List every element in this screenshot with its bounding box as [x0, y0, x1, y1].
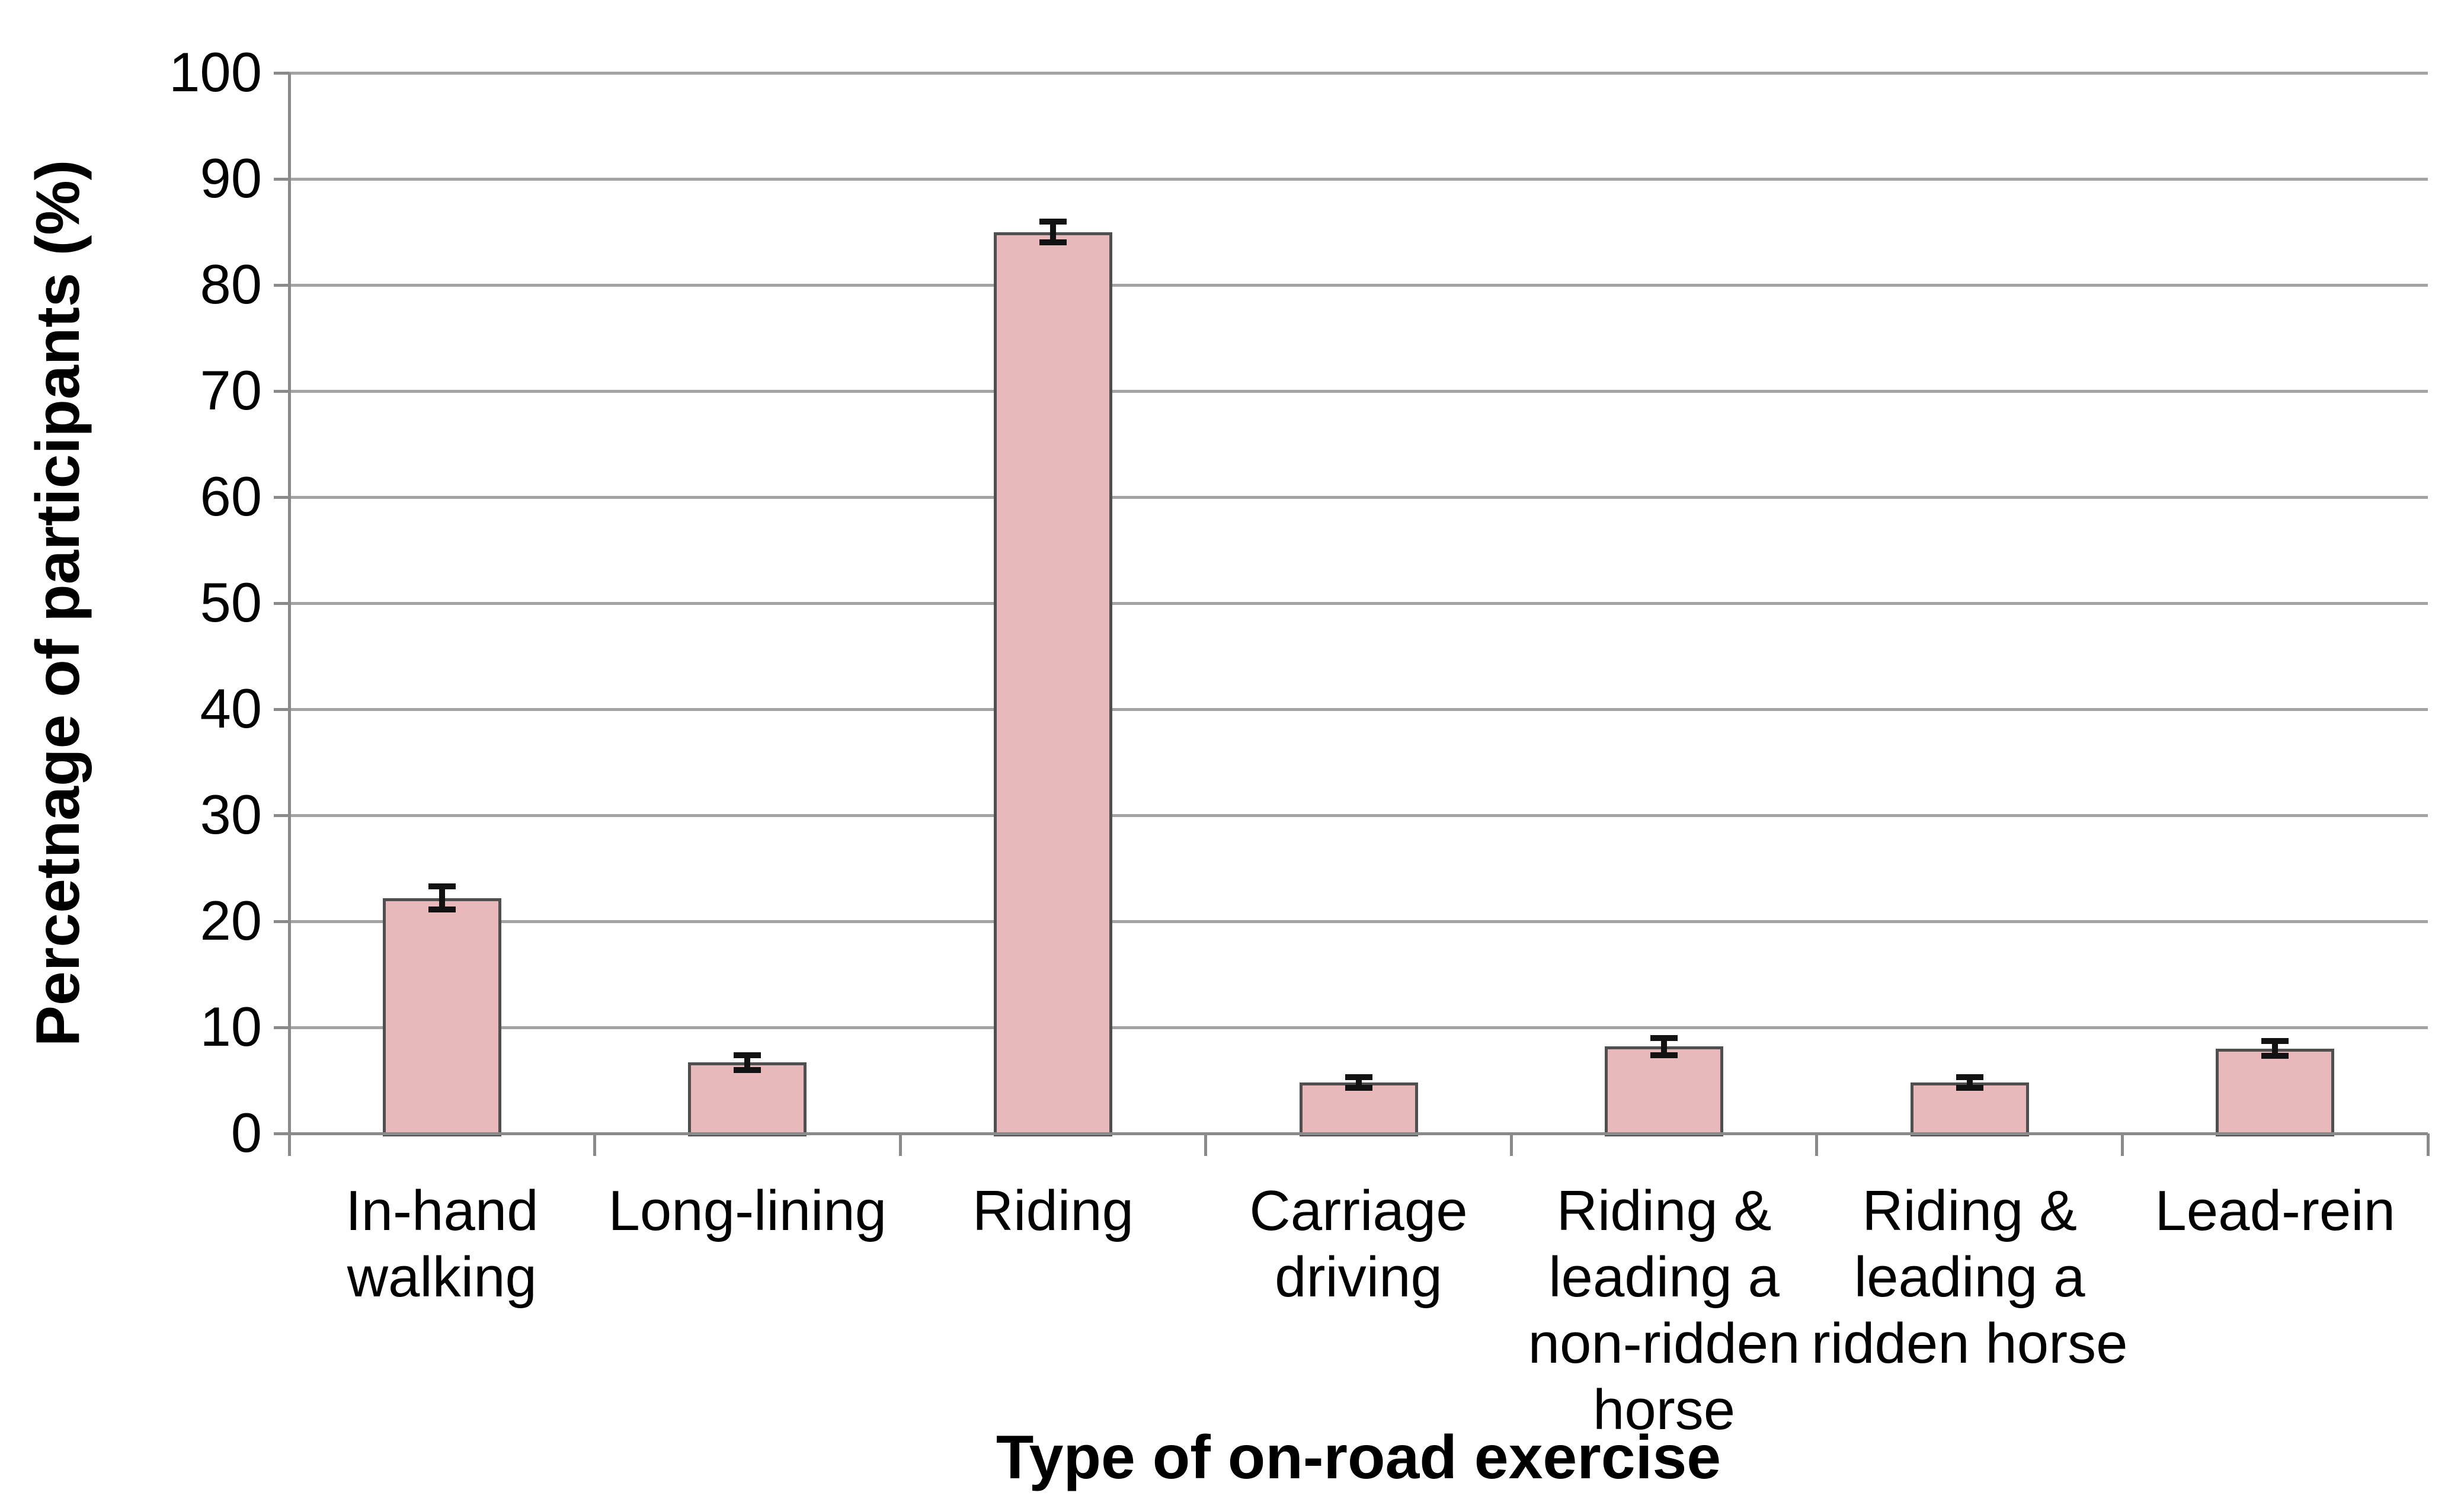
- error-bar-cap-bottom: [1039, 239, 1067, 246]
- y-axis-tick-label: 80: [200, 253, 262, 315]
- error-bar-cap-bottom: [1345, 1085, 1372, 1091]
- error-bar-cap-top: [2261, 1038, 2289, 1045]
- y-axis-tick: [274, 707, 289, 711]
- error-bar-cap-top: [1956, 1074, 1983, 1081]
- error-bar-cap-bottom: [1956, 1085, 1983, 1091]
- y-axis-tick-label: 70: [200, 359, 262, 421]
- error-bar-whisker: [1661, 1037, 1668, 1055]
- x-axis-category-label: In-hand walking: [345, 1179, 539, 1309]
- y-axis-tick-label: 0: [231, 1101, 262, 1164]
- x-axis-tick: [2426, 1133, 2430, 1156]
- error-bar-cap-top: [428, 883, 456, 889]
- y-axis-tick: [274, 283, 289, 287]
- error-bar-whisker: [1049, 221, 1056, 243]
- x-axis-category-label: Long-lining: [608, 1179, 887, 1242]
- error-bar-whisker: [744, 1055, 751, 1070]
- gridline: [289, 177, 2428, 181]
- error-bar-whisker: [2272, 1041, 2279, 1056]
- gridline: [289, 707, 2428, 711]
- error-bar-whisker: [1966, 1077, 1973, 1088]
- y-axis-tick: [274, 71, 289, 75]
- x-axis-tick: [2120, 1133, 2124, 1156]
- error-bar-cap-bottom: [428, 907, 456, 913]
- x-axis-tick: [287, 1133, 291, 1156]
- y-axis-tick-label: 100: [169, 41, 262, 103]
- y-axis-tick-label: 40: [200, 677, 262, 739]
- y-axis-tick: [274, 920, 289, 923]
- y-axis-tick: [274, 495, 289, 499]
- bar-riding: [993, 232, 1112, 1136]
- x-axis-category-label: Carriage driving: [1249, 1179, 1468, 1309]
- bar-riding-leading-a-non-ridden-horse: [1605, 1046, 1724, 1136]
- y-axis-tick: [274, 1132, 289, 1135]
- gridline: [289, 389, 2428, 393]
- gridline: [289, 601, 2428, 605]
- x-axis-tick: [593, 1133, 597, 1156]
- x-axis-category-label: Riding: [972, 1179, 1134, 1242]
- gridline: [289, 71, 2428, 75]
- gridline: [289, 920, 2428, 923]
- x-axis-tick: [1204, 1133, 1208, 1156]
- bar-in-hand-walking: [382, 898, 501, 1136]
- error-bar-cap-top: [1650, 1034, 1678, 1041]
- error-bar-whisker: [1355, 1077, 1362, 1088]
- x-axis-tick: [898, 1133, 902, 1156]
- y-axis-line: [288, 73, 291, 1156]
- x-axis-tick: [1509, 1133, 1513, 1156]
- bar-lead-rein: [2216, 1048, 2335, 1136]
- y-axis-tick: [274, 177, 289, 181]
- error-bar-whisker: [439, 886, 445, 910]
- y-axis-tick: [274, 1026, 289, 1029]
- gridline: [289, 1026, 2428, 1029]
- error-bar-cap-bottom: [1650, 1052, 1678, 1058]
- x-axis-category-label: Lead-rein: [2155, 1179, 2395, 1242]
- x-axis-title: Type of on-road exercise: [996, 1423, 1721, 1492]
- gridline: [289, 495, 2428, 499]
- x-axis-tick: [1815, 1133, 1819, 1156]
- y-axis-tick-label: 60: [200, 465, 262, 527]
- y-axis-tick-label: 10: [200, 995, 262, 1058]
- y-axis-tick-label: 20: [200, 889, 262, 952]
- gridline: [289, 813, 2428, 817]
- error-bar-cap-top: [734, 1052, 761, 1058]
- y-axis-tick: [274, 813, 289, 817]
- error-bar-cap-bottom: [2261, 1053, 2289, 1059]
- y-axis-tick: [274, 601, 289, 605]
- error-bar-cap-bottom: [734, 1066, 761, 1073]
- bar-long-lining: [688, 1062, 807, 1136]
- y-axis-tick-label: 50: [200, 571, 262, 633]
- x-axis-category-label: Riding & leading a non-ridden horse: [1528, 1179, 1800, 1442]
- y-axis-tick-label: 30: [200, 783, 262, 845]
- error-bar-cap-top: [1345, 1074, 1372, 1081]
- x-axis-category-label: Riding & leading a ridden horse: [1811, 1179, 2128, 1375]
- y-axis-tick: [274, 389, 289, 393]
- error-bar-cap-top: [1039, 218, 1067, 225]
- gridline: [289, 283, 2428, 287]
- x-axis-line: [289, 1132, 2428, 1135]
- y-axis-tick-label: 90: [200, 147, 262, 209]
